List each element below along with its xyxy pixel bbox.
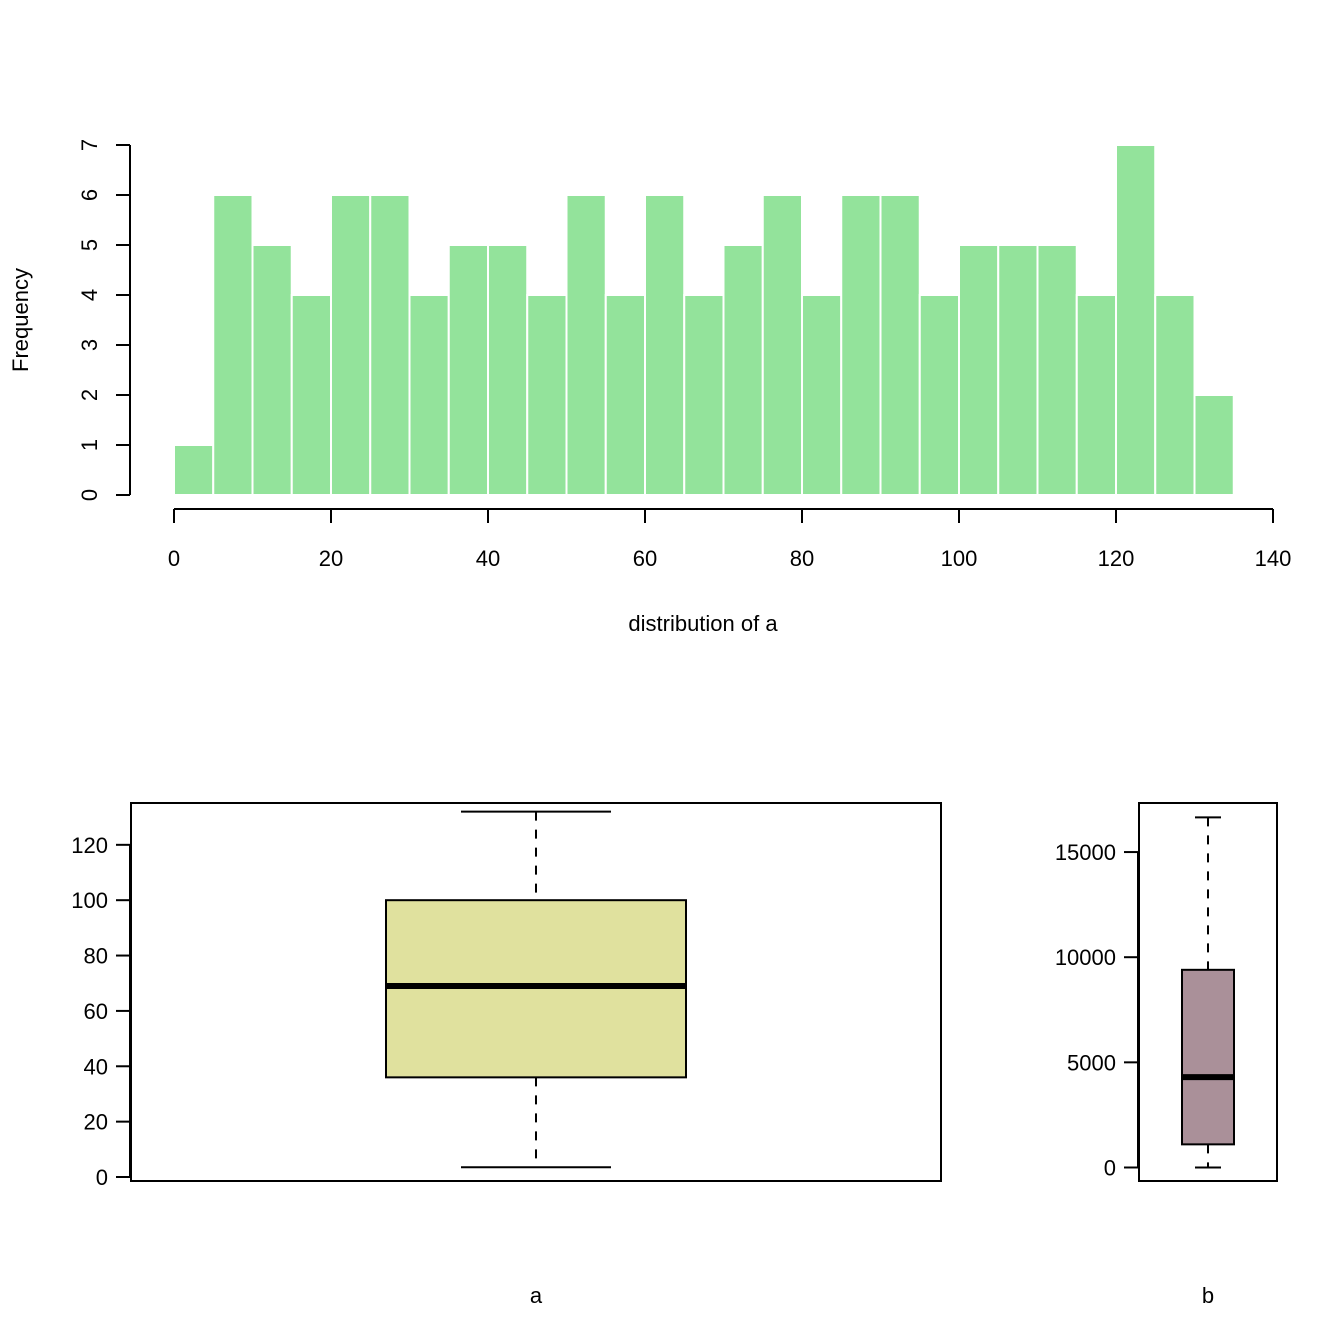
histogram-x-tick-label: 40: [476, 546, 500, 571]
histogram-bar-26: [1193, 394, 1235, 496]
boxplot-a-box: [385, 810, 687, 1169]
histogram-panel: 0 20 40 60 80 100 120 140 0 1 2 3 4 5 6 7 distribution…: [8, 139, 1291, 636]
histogram-y-axis-title: Frequency: [8, 268, 33, 372]
histogram-bar-24: [1115, 144, 1157, 496]
histogram-bar-0: [173, 444, 215, 496]
histogram-bar-4: [330, 194, 372, 496]
histogram-y-tick-label: 1: [77, 439, 102, 451]
histogram-y-axis: 0 1 2 3 4 5 6 7: [77, 139, 131, 501]
histogram-x-tick-label: 20: [319, 546, 343, 571]
histogram-y-tick-label: 3: [77, 339, 102, 351]
histogram-x-axis: 0 20 40 60 80 100 120 140: [168, 508, 1292, 571]
boxplot-b-y-axis: 0 5000 10000 15000: [1055, 840, 1139, 1180]
histogram-y-tick-label: 2: [77, 389, 102, 401]
boxplot-a-x-axis-title: a: [530, 1283, 543, 1308]
histogram-bar-25: [1154, 294, 1196, 496]
histogram-bar-16: [801, 294, 843, 496]
histogram-bar-6: [408, 294, 450, 496]
histogram-bar-9: [526, 294, 568, 496]
boxplot-a-y-tick-label: 0: [96, 1165, 108, 1190]
boxplot-a-y-tick-label: 120: [71, 833, 108, 858]
boxplot-b-y-tick-label: 15000: [1055, 840, 1116, 865]
boxplot-b-y-tick-label: 5000: [1067, 1050, 1116, 1075]
boxplot-a-y-tick-label: 60: [84, 999, 108, 1024]
boxplot-b-x-axis-title: b: [1202, 1283, 1214, 1308]
histogram-bar-19: [918, 294, 960, 496]
boxplot-b-iqr-box: [1181, 968, 1235, 1146]
histogram-bar-21: [997, 244, 1039, 496]
histogram-bar-14: [722, 244, 764, 496]
histogram-bar-15: [761, 194, 803, 496]
boxplot-a-y-tick-label: 100: [71, 888, 108, 913]
boxplot-a-panel: 0 20 40 60 80 100 120 a: [71, 802, 942, 1308]
histogram-y-tick-label: 4: [77, 289, 102, 301]
boxplot-a-y-tick-label: 80: [84, 944, 108, 969]
histogram-bar-5: [369, 194, 411, 496]
boxplot-b-panel: 0 5000 10000 15000 b: [1055, 802, 1278, 1308]
histogram-x-tick-label: 120: [1098, 546, 1135, 571]
boxplot-b-y-tick-label: 10000: [1055, 945, 1116, 970]
histogram-bar-20: [958, 244, 1000, 496]
histogram-bar-22: [1036, 244, 1078, 496]
histogram-bar-17: [840, 194, 882, 496]
histogram-bar-8: [487, 244, 529, 496]
histogram-bar-13: [683, 294, 725, 496]
histogram-bar-18: [879, 194, 921, 496]
histogram-y-tick-label: 5: [77, 239, 102, 251]
histogram-bar-11: [604, 294, 646, 496]
histogram-bar-7: [447, 244, 489, 496]
boxplot-a-y-tick-label: 20: [84, 1110, 108, 1135]
histogram-bar-3: [290, 294, 332, 496]
histogram-x-axis-title: distribution of a: [628, 611, 778, 636]
boxplot-b-box: [1181, 816, 1235, 1169]
histogram-y-tick-label: 6: [77, 189, 102, 201]
histogram-bar-2: [251, 244, 293, 496]
histogram-x-tick-label: 100: [941, 546, 978, 571]
histogram-x-tick-label: 140: [1255, 546, 1292, 571]
boxplot-b-y-tick-label: 0: [1104, 1155, 1116, 1180]
histogram-bars: [173, 144, 1235, 496]
histogram-bar-23: [1075, 294, 1117, 496]
histogram-bar-1: [212, 194, 254, 496]
histogram-x-tick-label: 60: [633, 546, 657, 571]
histogram-x-tick-label: 0: [168, 546, 180, 571]
histogram-y-tick-label: 7: [77, 139, 102, 151]
boxplot-a-y-axis: 0 20 40 60 80 100 120: [71, 833, 131, 1190]
histogram-bar-10: [565, 194, 607, 496]
histogram-y-tick-label: 0: [77, 489, 102, 501]
boxplot-a-y-tick-label: 40: [84, 1054, 108, 1079]
histogram-x-tick-label: 80: [790, 546, 814, 571]
histogram-bar-12: [644, 194, 686, 496]
